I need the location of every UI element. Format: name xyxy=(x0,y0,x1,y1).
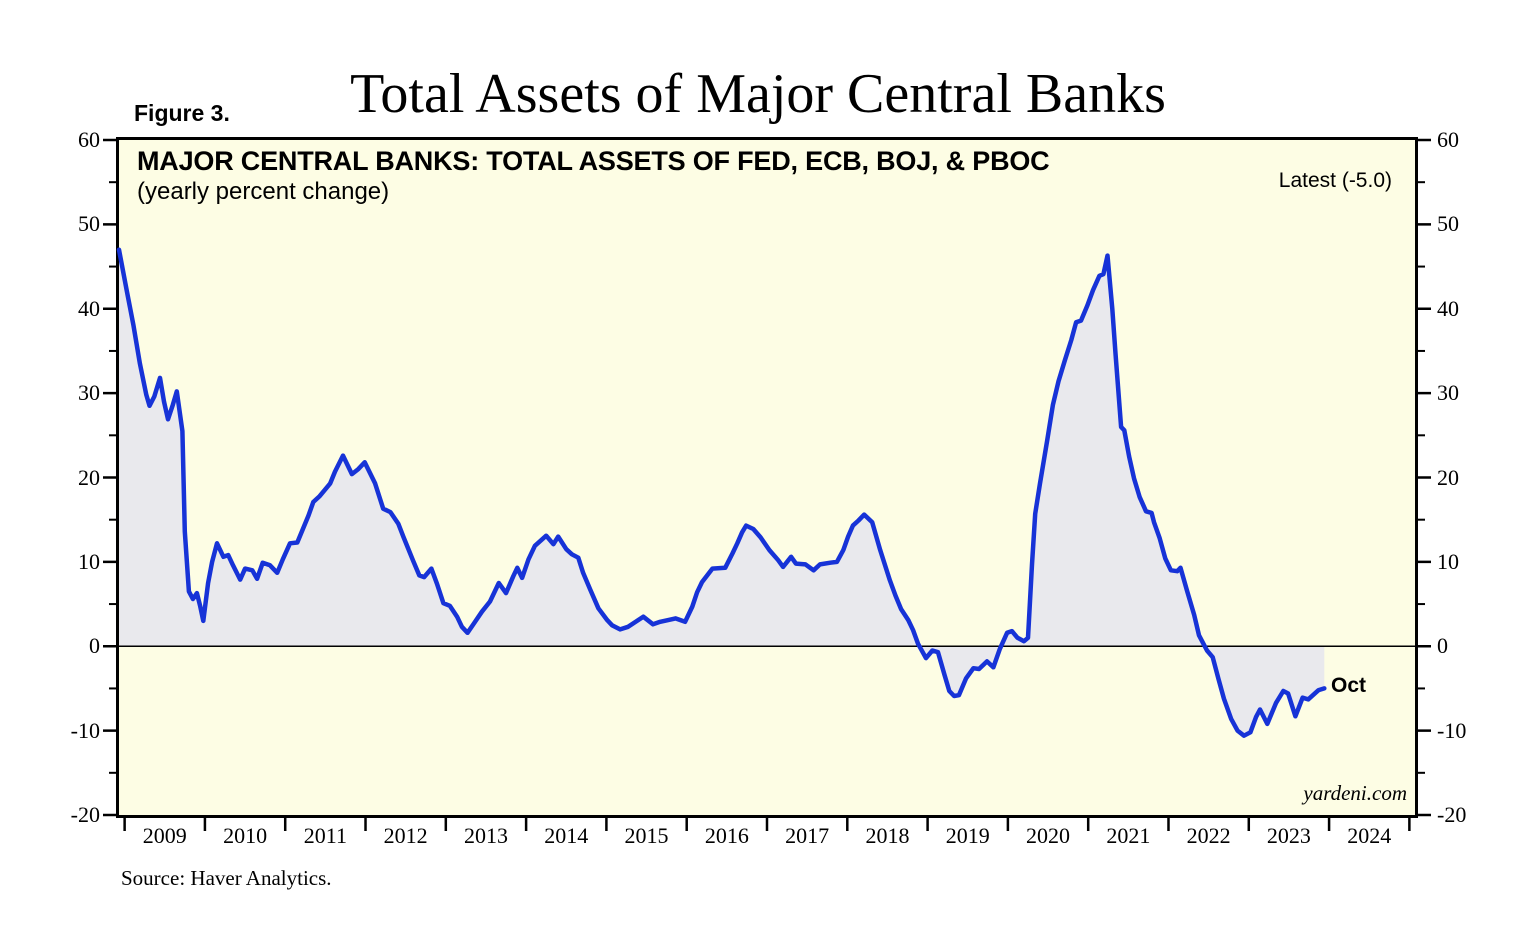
y-axis-label-right: 30 xyxy=(1437,380,1459,406)
y-axis-label-right: 60 xyxy=(1437,127,1459,152)
y-axis-label-left: -20 xyxy=(70,802,100,827)
y-axis-label-left: 0 xyxy=(89,633,100,659)
series-end-label: Oct xyxy=(1331,674,1367,697)
y-axis-label-right: -10 xyxy=(1437,717,1467,743)
latest-value-label: Latest (-5.0) xyxy=(1278,169,1392,192)
x-axis-year-label: 2014 xyxy=(544,823,589,848)
y-axis-label-left: 20 xyxy=(78,464,100,490)
yardeni-watermark: yardeni.com xyxy=(1303,781,1407,805)
y-axis-label-right: 40 xyxy=(1437,295,1459,321)
y-axis-label-left: -10 xyxy=(70,717,100,743)
y-axis-label-right: -20 xyxy=(1437,802,1467,827)
y-axis-label-left: 40 xyxy=(78,295,100,321)
x-axis-year-label: 2018 xyxy=(865,823,910,848)
plot-area xyxy=(116,137,1418,818)
page-title: Total Assets of Major Central Banks xyxy=(350,62,1166,125)
y-axis-label-left: 10 xyxy=(78,548,100,574)
x-axis-year-label: 2024 xyxy=(1347,823,1392,848)
x-axis-year-label: 2015 xyxy=(624,823,669,848)
x-axis-year-label: 2020 xyxy=(1026,823,1071,848)
y-axis-label-left: 50 xyxy=(78,211,100,237)
y-axis-label-right: 0 xyxy=(1437,633,1448,659)
x-axis-year-label: 2009 xyxy=(142,823,187,848)
y-axis-label-left: 30 xyxy=(78,380,100,406)
x-axis-year-label: 2019 xyxy=(945,823,990,848)
chart-subtitle: (yearly percent change) xyxy=(137,178,390,205)
y-axis-label-left: 60 xyxy=(78,127,100,152)
figure-label: Figure 3. xyxy=(134,100,230,126)
x-axis-year-label: 2021 xyxy=(1106,823,1151,848)
x-axis-year-label: 2017 xyxy=(785,823,830,848)
y-axis-label-right: 20 xyxy=(1437,464,1459,490)
x-axis-year-label: 2010 xyxy=(223,823,268,848)
source-note: Source: Haver Analytics. xyxy=(121,866,332,890)
x-axis-year-label: 2012 xyxy=(383,823,428,848)
x-axis-year-label: 2023 xyxy=(1266,823,1311,848)
chart-title: MAJOR CENTRAL BANKS: TOTAL ASSETS OF FED… xyxy=(137,146,1050,176)
x-axis-year-label: 2022 xyxy=(1186,823,1231,848)
y-axis-label-right: 10 xyxy=(1437,548,1459,574)
x-axis-year-label: 2011 xyxy=(303,823,347,848)
y-axis-label-right: 50 xyxy=(1437,211,1459,237)
x-axis-year-label: 2013 xyxy=(463,823,508,848)
x-axis-year-label: 2016 xyxy=(704,823,749,848)
